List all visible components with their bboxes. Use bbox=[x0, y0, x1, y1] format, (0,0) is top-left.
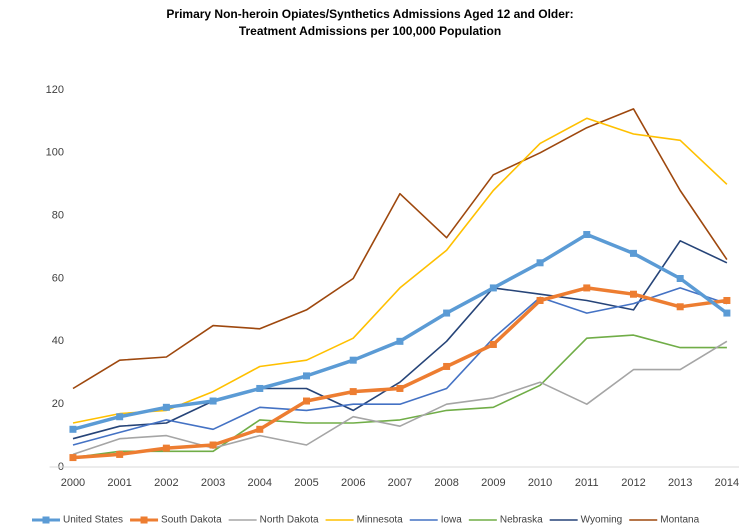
legend-label: South Dakota bbox=[161, 515, 222, 526]
x-tick-label: 2009 bbox=[481, 477, 505, 489]
data-point bbox=[723, 296, 731, 304]
data-point bbox=[256, 425, 264, 433]
x-tick-label: 2002 bbox=[154, 477, 178, 489]
data-point bbox=[536, 259, 544, 267]
data-point bbox=[676, 303, 684, 311]
legend: United States South Dakota North Dakota Min… bbox=[32, 515, 700, 526]
data-point bbox=[69, 454, 77, 462]
x-tick-label: 2014 bbox=[715, 477, 739, 489]
legend-marker bbox=[140, 516, 148, 524]
series-line bbox=[72, 117, 728, 424]
chart-title: Treatment Admissions per 100,000 Populat… bbox=[239, 24, 501, 38]
y-tick-label: 120 bbox=[46, 84, 64, 96]
data-point bbox=[209, 441, 217, 449]
y-tick-label: 40 bbox=[52, 335, 64, 347]
legend-label: Wyoming bbox=[581, 515, 623, 526]
data-point bbox=[583, 284, 591, 292]
legend-label: United States bbox=[63, 515, 123, 526]
x-tick-label: 2001 bbox=[107, 477, 131, 489]
series-line bbox=[72, 232, 728, 431]
data-point bbox=[396, 337, 404, 345]
x-tick-label: 2007 bbox=[388, 477, 412, 489]
data-point bbox=[629, 249, 637, 257]
x-tick-label: 2013 bbox=[668, 477, 692, 489]
chart-title: Primary Non-heroin Opiates/Synthetics Ad… bbox=[166, 7, 573, 21]
data-point bbox=[396, 384, 404, 392]
series-line bbox=[72, 334, 727, 459]
data-point bbox=[69, 425, 77, 433]
data-point bbox=[443, 309, 451, 317]
y-tick-label: 100 bbox=[46, 147, 64, 159]
data-point bbox=[116, 413, 124, 421]
data-point bbox=[536, 296, 544, 304]
x-tick-label: 2008 bbox=[434, 477, 458, 489]
data-point bbox=[303, 397, 311, 405]
x-tick-label: 2000 bbox=[61, 477, 85, 489]
data-point bbox=[443, 362, 451, 370]
x-tick-label: 2011 bbox=[575, 477, 599, 489]
legend-label: Minnesota bbox=[357, 515, 404, 526]
x-tick-label: 2012 bbox=[621, 477, 645, 489]
legend-label: Iowa bbox=[441, 515, 463, 526]
legend-label: Montana bbox=[660, 515, 699, 526]
data-point bbox=[349, 388, 357, 396]
y-tick-label: 60 bbox=[52, 272, 64, 284]
legend-marker bbox=[42, 516, 50, 524]
data-point bbox=[303, 372, 311, 380]
data-point bbox=[256, 384, 264, 392]
legend-label: Nebraska bbox=[500, 515, 543, 526]
data-point bbox=[583, 231, 591, 239]
x-tick-label: 2006 bbox=[341, 477, 365, 489]
data-point bbox=[723, 309, 731, 317]
data-point bbox=[629, 290, 637, 298]
data-point bbox=[489, 284, 497, 292]
y-tick-label: 20 bbox=[52, 398, 64, 410]
data-point bbox=[209, 397, 217, 405]
data-point bbox=[162, 403, 170, 411]
x-tick-label: 2004 bbox=[248, 477, 272, 489]
data-point bbox=[489, 340, 497, 348]
data-point bbox=[116, 450, 124, 458]
legend-label: North Dakota bbox=[260, 515, 319, 526]
series-line bbox=[72, 340, 728, 456]
data-point bbox=[349, 356, 357, 364]
x-tick-label: 2005 bbox=[294, 477, 318, 489]
x-tick-label: 2003 bbox=[201, 477, 225, 489]
x-tick-label: 2010 bbox=[528, 477, 552, 489]
series-line bbox=[72, 108, 728, 390]
data-point bbox=[676, 275, 684, 282]
data-point bbox=[162, 444, 170, 452]
y-tick-label: 80 bbox=[52, 210, 64, 222]
series-line bbox=[72, 287, 728, 446]
